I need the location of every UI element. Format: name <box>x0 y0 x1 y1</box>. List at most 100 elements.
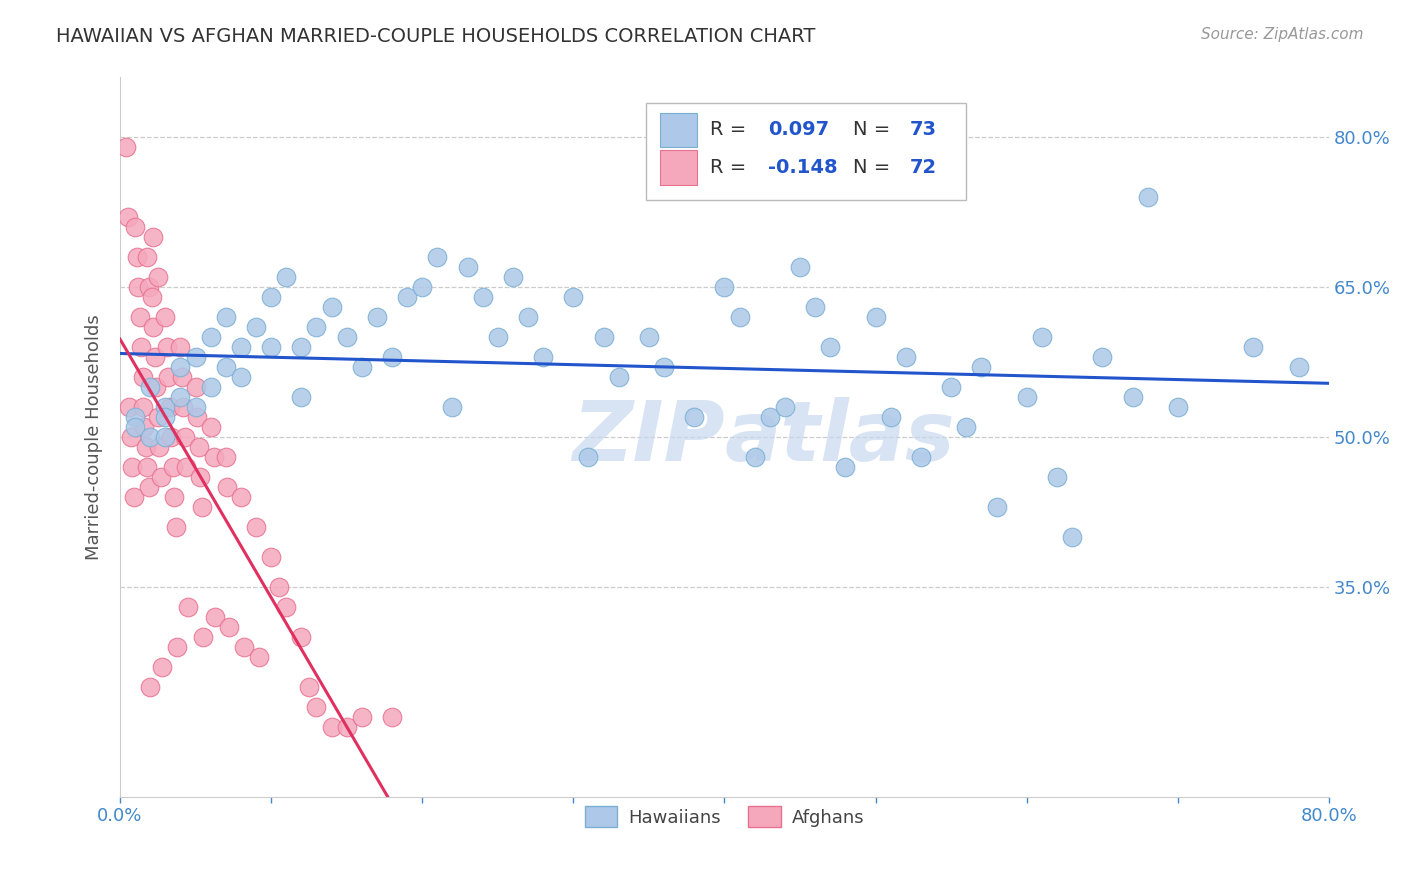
Point <box>683 410 706 425</box>
Point <box>124 410 146 425</box>
Text: HAWAIIAN VS AFGHAN MARRIED-COUPLE HOUSEHOLDS CORRELATION CHART: HAWAIIAN VS AFGHAN MARRIED-COUPLE HOUSEH… <box>56 27 815 45</box>
Point <box>744 450 766 464</box>
Point <box>759 410 782 425</box>
Point <box>186 410 208 425</box>
Point <box>471 290 494 304</box>
Point <box>298 680 321 694</box>
Point <box>411 280 433 294</box>
Point <box>139 680 162 694</box>
Point <box>142 320 165 334</box>
Point <box>880 410 903 425</box>
Point <box>1062 530 1084 544</box>
Point <box>124 420 146 434</box>
Point <box>155 400 177 414</box>
Point <box>129 340 152 354</box>
Point <box>1136 190 1159 204</box>
Point <box>713 280 735 294</box>
Point <box>127 280 149 294</box>
Point <box>184 380 207 394</box>
Point <box>165 520 187 534</box>
Text: 0.097: 0.097 <box>768 120 830 139</box>
Point <box>136 250 159 264</box>
Text: atlas: atlas <box>724 397 955 477</box>
Point <box>150 660 173 674</box>
Text: R =: R = <box>710 120 752 139</box>
Point <box>517 310 540 325</box>
Point <box>229 370 252 384</box>
Point <box>146 270 169 285</box>
Text: N =: N = <box>852 120 896 139</box>
Text: Source: ZipAtlas.com: Source: ZipAtlas.com <box>1201 27 1364 42</box>
Point <box>1167 400 1189 414</box>
Point <box>184 400 207 414</box>
Point <box>169 360 191 375</box>
Point <box>820 340 842 354</box>
Point <box>139 380 162 394</box>
Point <box>200 330 222 344</box>
Point <box>381 350 404 364</box>
Point <box>290 630 312 644</box>
Point <box>215 310 238 325</box>
Point <box>115 140 138 154</box>
Text: 72: 72 <box>910 158 936 177</box>
Point <box>638 330 661 344</box>
Point <box>321 300 343 314</box>
Point <box>131 370 153 384</box>
Point <box>229 490 252 504</box>
Point <box>202 450 225 464</box>
Point <box>336 720 359 734</box>
Point <box>652 360 675 375</box>
Point <box>321 720 343 734</box>
Point <box>276 599 298 614</box>
Y-axis label: Married-couple Households: Married-couple Households <box>86 314 103 560</box>
Point <box>120 430 142 444</box>
Point <box>135 440 157 454</box>
Point <box>336 330 359 344</box>
Point <box>136 460 159 475</box>
FancyBboxPatch shape <box>645 103 966 200</box>
Point <box>1241 340 1264 354</box>
Point <box>134 420 156 434</box>
Point <box>486 330 509 344</box>
Point <box>172 400 194 414</box>
Point <box>131 400 153 414</box>
Point <box>865 310 887 325</box>
Point <box>894 350 917 364</box>
Point <box>156 340 179 354</box>
Point <box>502 270 524 285</box>
Point <box>217 480 239 494</box>
Point <box>260 549 283 564</box>
Point <box>215 450 238 464</box>
Point <box>381 710 404 724</box>
Point <box>155 310 177 325</box>
Point <box>139 430 162 444</box>
Point <box>1031 330 1053 344</box>
Point <box>148 440 170 454</box>
Text: -0.148: -0.148 <box>768 158 838 177</box>
Point <box>245 520 267 534</box>
Point <box>986 500 1008 514</box>
Point <box>426 250 449 264</box>
Point <box>834 460 856 475</box>
Point <box>191 630 214 644</box>
Point <box>155 430 177 444</box>
Point <box>305 320 328 334</box>
Text: R =: R = <box>710 158 752 177</box>
Point <box>804 300 827 314</box>
Point <box>176 460 198 475</box>
Point <box>122 490 145 504</box>
Point <box>366 310 388 325</box>
Text: 73: 73 <box>910 120 936 139</box>
Point <box>305 699 328 714</box>
Point <box>117 211 139 225</box>
Point <box>128 310 150 325</box>
Point <box>125 250 148 264</box>
Point <box>177 599 200 614</box>
Point <box>215 360 238 375</box>
Point <box>121 460 143 475</box>
Point <box>124 220 146 235</box>
Point <box>396 290 419 304</box>
Point <box>174 430 197 444</box>
Point <box>163 490 186 504</box>
Point <box>1091 350 1114 364</box>
